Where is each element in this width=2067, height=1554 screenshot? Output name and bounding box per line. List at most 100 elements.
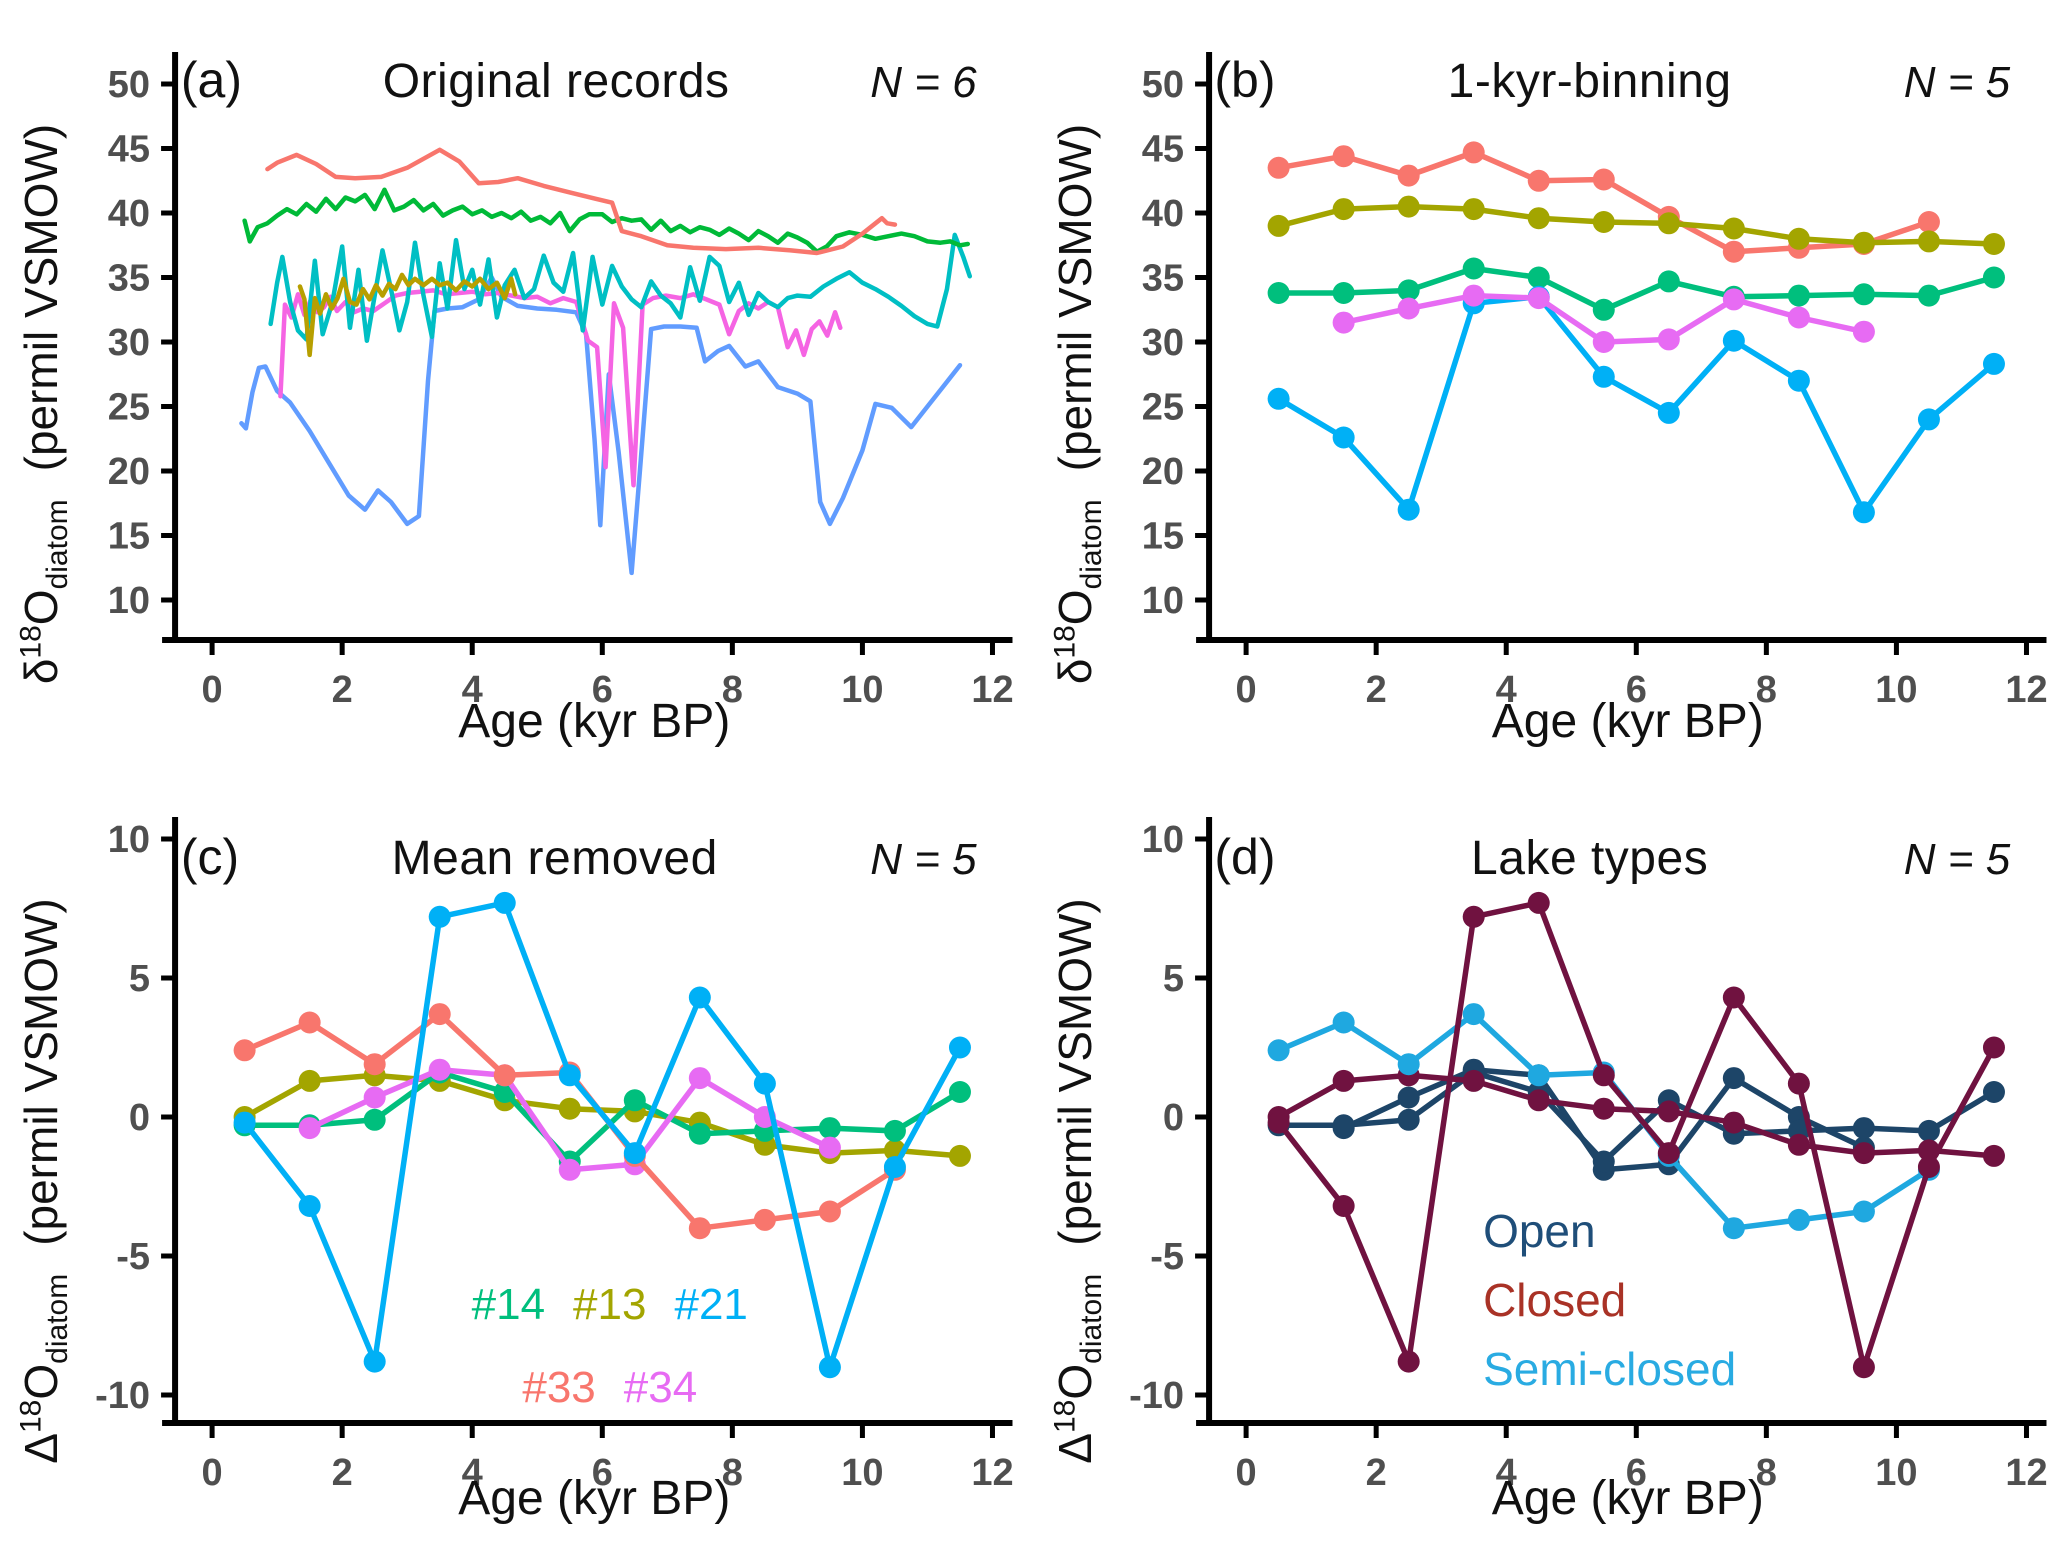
y-tick-label: 10 — [108, 580, 150, 622]
x-tick-label: 2 — [1365, 669, 1386, 711]
series-closed-record-21-point — [1657, 1142, 1680, 1165]
series-semiclosed-record-33-point — [1397, 1053, 1420, 1076]
x-tick-label: 2 — [332, 1452, 353, 1494]
series-closed-record-21-point — [1592, 1064, 1615, 1087]
series-closed-record-13-point — [1332, 1069, 1355, 1092]
series-blue-binned-point — [1657, 401, 1680, 424]
series-closed-record-21-point — [1462, 905, 1485, 928]
series-blue-binned-point — [1852, 501, 1875, 524]
series-open-record-14-point — [1917, 1119, 1940, 1142]
series-record-34-point — [558, 1158, 581, 1181]
series-closed-record-13-point — [1852, 1142, 1875, 1165]
series-record-21-line — [241, 900, 963, 1370]
series-magenta-binned-point — [1787, 306, 1810, 329]
series-open-record-14-point — [1397, 1108, 1420, 1131]
y-tick-label: 20 — [1141, 451, 1183, 493]
series-record-21-point — [558, 1064, 581, 1087]
x-tick-label: 0 — [1235, 1452, 1256, 1494]
series-open-record-14-point — [1982, 1081, 2005, 1103]
series-closed-record-13-point — [1787, 1133, 1810, 1156]
series-olive-binned-point — [1592, 211, 1615, 233]
series-green-binned-point — [1527, 266, 1550, 289]
x-tick-label: 8 — [1755, 1452, 1776, 1494]
series-salmon-binned-point — [1722, 240, 1745, 263]
series-open-record-14-point — [1332, 1114, 1355, 1137]
series-magenta-binned-point — [1852, 320, 1875, 343]
series-closed-record-21-point — [1267, 1111, 1290, 1134]
panel-c: 0 2 4 6 8 10 12 -10 -5 0 5 10 (c) Mean removed N = … — [0, 777, 1034, 1554]
series-semiclosed-record-33-point — [1722, 1217, 1745, 1240]
x-tick-label: 0 — [202, 669, 223, 711]
x-tick-label: 8 — [1755, 669, 1776, 711]
series-closed-record-21-point — [1852, 1356, 1875, 1379]
x-tick-label: 6 — [1625, 669, 1646, 711]
x-tick-label: 4 — [1495, 1452, 1516, 1494]
series-record-13-point — [948, 1144, 971, 1167]
series-open-record-14-point — [1592, 1150, 1615, 1173]
series-record-33-point — [688, 1217, 711, 1240]
series-blue-binned-point — [1332, 426, 1355, 449]
series-closed-record-13-point — [1657, 1100, 1680, 1123]
series-record-34-point — [688, 1067, 711, 1090]
y-tick-label: 20 — [108, 451, 150, 493]
series-olive-binned-point — [1982, 233, 2005, 255]
series-salmon-binned-point — [1527, 169, 1550, 192]
series-record-33-point — [363, 1053, 386, 1076]
x-tick-label: 0 — [1235, 669, 1256, 711]
series-closed-record-13-point — [1527, 1089, 1550, 1112]
x-tick-label: 8 — [722, 1452, 743, 1494]
series-record-13-point — [558, 1097, 581, 1120]
plot-a: 0 2 4 6 8 10 12 10 15 20 25 30 35 40 45 50 — [108, 52, 1014, 711]
series-closed-record-13-point — [1592, 1097, 1615, 1120]
series-olive-binned-point — [1462, 198, 1485, 221]
series-record-14-point — [948, 1081, 971, 1103]
series-olive-binned-point — [1397, 195, 1420, 218]
series-record-33-point — [298, 1011, 321, 1034]
series-record-14-point — [818, 1117, 841, 1140]
series-salmon-binned-point — [1332, 145, 1355, 168]
series-record-21-point — [753, 1072, 776, 1095]
series-olive-binned-point — [1852, 231, 1875, 254]
series-green-binned-point — [1787, 284, 1810, 307]
panel-d: 0 2 4 6 8 10 12 -10 -5 0 5 10 (d) Lake types N = 5 … — [1034, 777, 2067, 1554]
series-record-33-point — [753, 1208, 776, 1231]
series-teal-record-line — [268, 232, 973, 343]
series-record-21-point — [883, 1156, 906, 1178]
series-salmon-binned-point — [1592, 168, 1615, 191]
series-green-binned-point — [1267, 282, 1290, 304]
series-semiclosed-record-33-point — [1787, 1208, 1810, 1231]
series-closed-record-21-point — [1527, 891, 1550, 914]
series-record-33-point — [233, 1039, 256, 1062]
series-record-33-point — [428, 1003, 451, 1026]
x-tick-label: 6 — [592, 1452, 613, 1494]
series-magenta-binned-point — [1527, 287, 1550, 310]
series-blue-binned-point — [1267, 387, 1290, 410]
series-record-21-point — [948, 1036, 971, 1059]
series-semiclosed-record-33-point — [1462, 1003, 1485, 1026]
series-record-34-point — [298, 1117, 321, 1140]
series-record-21-point — [493, 891, 516, 914]
series-olive-binned-point — [1787, 227, 1810, 250]
y-tick-label: 0 — [129, 1097, 150, 1139]
series-record-21-point — [233, 1111, 256, 1134]
series-record-21-point — [688, 986, 711, 1009]
x-tick-label: 6 — [1625, 1452, 1646, 1494]
series-green-binned-line — [1275, 265, 1997, 313]
series-closed-record-21-line — [1275, 900, 1997, 1370]
x-tick-label: 10 — [841, 1452, 883, 1494]
series-record-34-point — [363, 1086, 386, 1109]
series-olive-binned-point — [1527, 207, 1550, 230]
series-magenta-binned-point — [1397, 297, 1420, 320]
series-olive-record-line — [297, 272, 518, 358]
y-tick-label: 50 — [108, 64, 150, 106]
x-tick-label: 2 — [1365, 1452, 1386, 1494]
series-record-21-point — [298, 1195, 321, 1217]
series-record-21-point — [818, 1356, 841, 1379]
series-magenta-binned-point — [1722, 288, 1745, 311]
series-record-14-point — [883, 1119, 906, 1142]
series-green-binned-point — [1592, 298, 1615, 321]
series-blue-binned-point — [1787, 369, 1810, 392]
series-semiclosed-record-33-point — [1332, 1011, 1355, 1034]
series-green-binned-point — [1397, 279, 1420, 302]
